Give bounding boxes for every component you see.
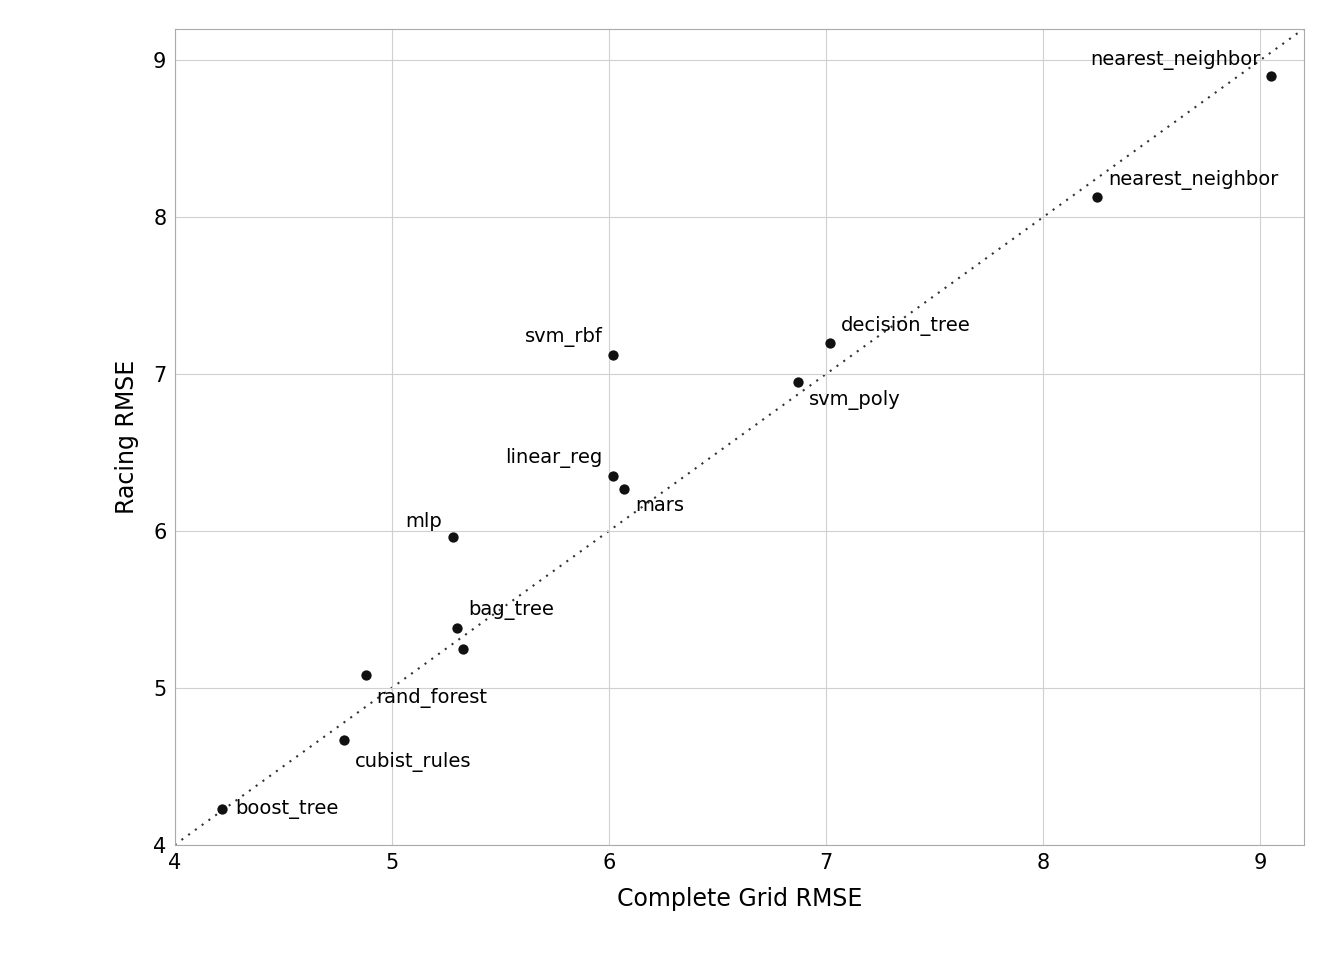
Point [1087,189,1109,204]
Point [212,801,234,816]
X-axis label: Complete Grid RMSE: Complete Grid RMSE [617,887,862,911]
Text: mlp: mlp [405,512,442,531]
Text: rand_forest: rand_forest [376,688,488,708]
Point [602,468,624,484]
Y-axis label: Racing RMSE: Racing RMSE [116,360,140,514]
Text: decision_tree: decision_tree [841,317,970,336]
Text: cubist_rules: cubist_rules [355,753,472,772]
Text: nearest_neighbor: nearest_neighbor [1090,50,1261,69]
Text: linear_reg: linear_reg [505,448,602,468]
Point [788,374,809,390]
Text: nearest_neighbor: nearest_neighbor [1109,171,1278,190]
Point [453,641,474,657]
Point [333,732,355,747]
Text: boost_tree: boost_tree [235,799,339,819]
Point [820,335,841,350]
Point [442,530,464,545]
Point [446,620,468,636]
Text: svm_poly: svm_poly [809,390,900,410]
Text: mars: mars [634,496,684,516]
Point [613,481,634,496]
Text: svm_rbf: svm_rbf [524,327,602,348]
Point [602,348,624,363]
Text: bag_tree: bag_tree [468,600,554,620]
Point [355,667,376,683]
Point [1261,68,1282,84]
